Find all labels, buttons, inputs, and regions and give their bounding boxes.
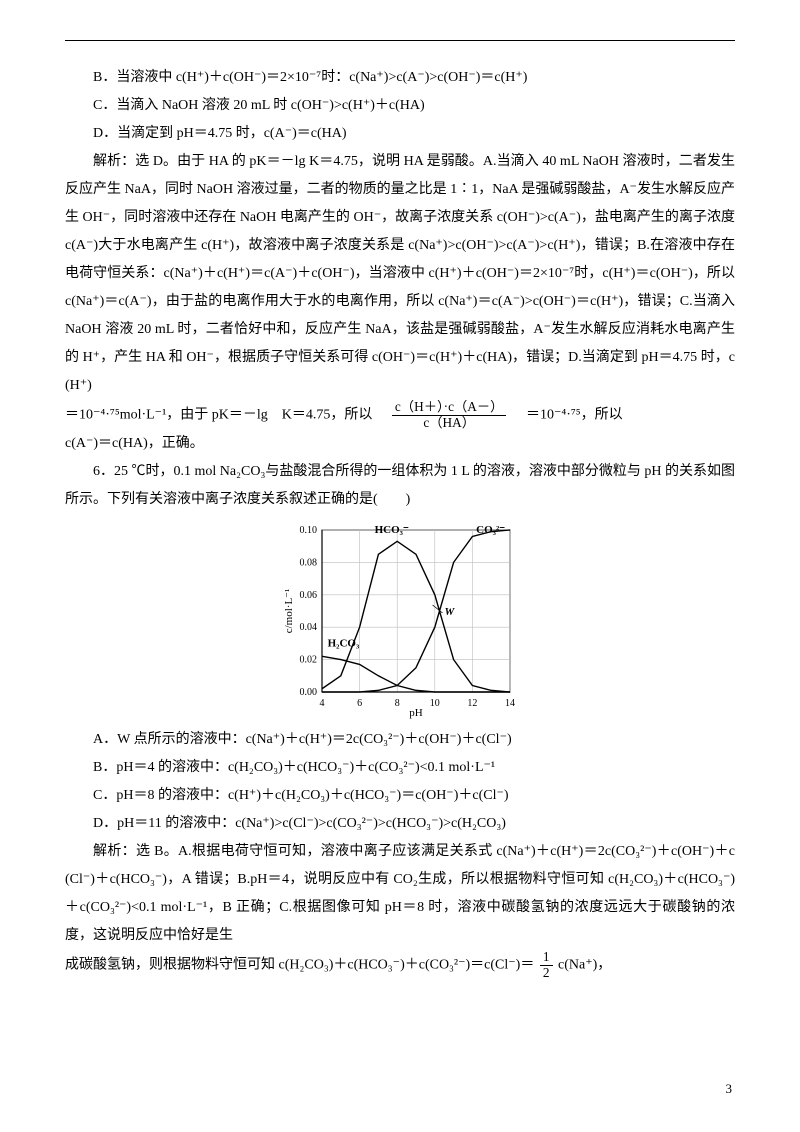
expl6-frac-num: 1 <box>540 950 553 966</box>
q6-chart: 4 6 8 10 12 14 0.00 0.02 0.04 0.06 0.08 0.10 pH c/mol… <box>280 520 520 720</box>
expl6-p2-post: c(Na⁺)， <box>558 958 611 973</box>
q6-a: A．W 点所示的溶液中：c(Na⁺)＋c(H⁺)＝2c(CO₃²⁻)＋c(OH⁻… <box>65 726 735 754</box>
svg-text:0.00: 0.00 <box>300 687 318 698</box>
page-content: B．当溶液中 c(H⁺)＋c(OH⁻)＝2×10⁻⁷时：c(Na⁺)>c(A⁻)… <box>65 64 735 981</box>
opt-b: B．当溶液中 c(H⁺)＋c(OH⁻)＝2×10⁻⁷时：c(Na⁺)>c(A⁻)… <box>65 64 735 92</box>
svg-text:W: W <box>445 606 456 618</box>
svg-text:8: 8 <box>395 698 400 709</box>
opt-c: C．当滴入 NaOH 溶液 20 mL 时 c(OH⁻)>c(H⁺)＋c(HA) <box>65 92 735 120</box>
svg-text:HCO₃⁻: HCO₃⁻ <box>375 524 409 536</box>
expl5-p1: 解析：选 D。由于 HA 的 pK＝－lg K＝4.75，说明 HA 是弱酸。A… <box>65 148 735 400</box>
svg-text:CO₃²⁻: CO₃²⁻ <box>476 524 505 536</box>
page-number: 3 <box>726 1076 733 1102</box>
svg-text:0.10: 0.10 <box>300 525 318 536</box>
svg-text:14: 14 <box>505 698 515 709</box>
q6-b: B．pH＝4 的溶液中：c(H₂CO₃)＋c(HCO₃⁻)＋c(CO₃²⁻)<0… <box>65 754 735 782</box>
svg-text:pH: pH <box>409 707 423 719</box>
svg-text:12: 12 <box>467 698 477 709</box>
svg-text:6: 6 <box>357 698 362 709</box>
expl5-p2-pre: ＝10⁻⁴·⁷⁵mol·L⁻¹，由于 pK＝－lg K＝4.75，所以 <box>65 407 386 422</box>
svg-text:0.06: 0.06 <box>300 590 318 601</box>
expl5-p3: c(A⁻)＝c(HA)，正确。 <box>65 430 735 458</box>
svg-text:4: 4 <box>320 698 325 709</box>
svg-text:0.08: 0.08 <box>300 558 318 569</box>
q6-c: C．pH＝8 的溶液中：c(H⁺)＋c(H₂CO₃)＋c(HCO₃⁻)＝c(OH… <box>65 782 735 810</box>
q6-chart-wrap: 4 6 8 10 12 14 0.00 0.02 0.04 0.06 0.08 0.10 pH c/mol… <box>65 520 735 720</box>
expl5-p2: ＝10⁻⁴·⁷⁵mol·L⁻¹，由于 pK＝－lg K＝4.75，所以 c（H＋… <box>65 400 735 430</box>
expl6-p2: 成碳酸氢钠，则根据物料守恒可知 c(H₂CO₃)＋c(HCO₃⁻)＋c(CO₃²… <box>65 950 735 980</box>
expl5-frac-num: c（H＋）·c（A－） <box>392 400 507 416</box>
expl5-frac: c（H＋）·c（A－） c（HA） <box>392 400 507 430</box>
svg-text:0.04: 0.04 <box>300 622 318 633</box>
expl6-p2-pre: 成碳酸氢钠，则根据物料守恒可知 c(H₂CO₃)＋c(HCO₃⁻)＋c(CO₃²… <box>65 958 534 973</box>
expl6-frac: 1 2 <box>540 950 553 980</box>
q6-stem: 6．25 ℃时，0.1 mol Na₂CO₃与盐酸混合所得的一组体积为 1 L … <box>65 458 735 514</box>
expl5-frac-den: c（HA） <box>392 416 507 431</box>
svg-text:c/mol·L⁻¹: c/mol·L⁻¹ <box>283 589 295 634</box>
q6-d: D．pH＝11 的溶液中：c(Na⁺)>c(Cl⁻)>c(CO₃²⁻)>c(HC… <box>65 810 735 838</box>
svg-text:10: 10 <box>430 698 440 709</box>
expl6-p1: 解析：选 B。A.根据电荷守恒可知，溶液中离子应该满足关系式 c(Na⁺)＋c(… <box>65 838 735 950</box>
header-rule <box>65 40 735 41</box>
expl5-p2-post: ＝10⁻⁴·⁷⁵，所以 <box>512 407 623 422</box>
expl6-frac-den: 2 <box>540 966 553 981</box>
svg-text:0.02: 0.02 <box>300 655 318 666</box>
opt-d: D．当滴定到 pH＝4.75 时，c(A⁻)＝c(HA) <box>65 120 735 148</box>
